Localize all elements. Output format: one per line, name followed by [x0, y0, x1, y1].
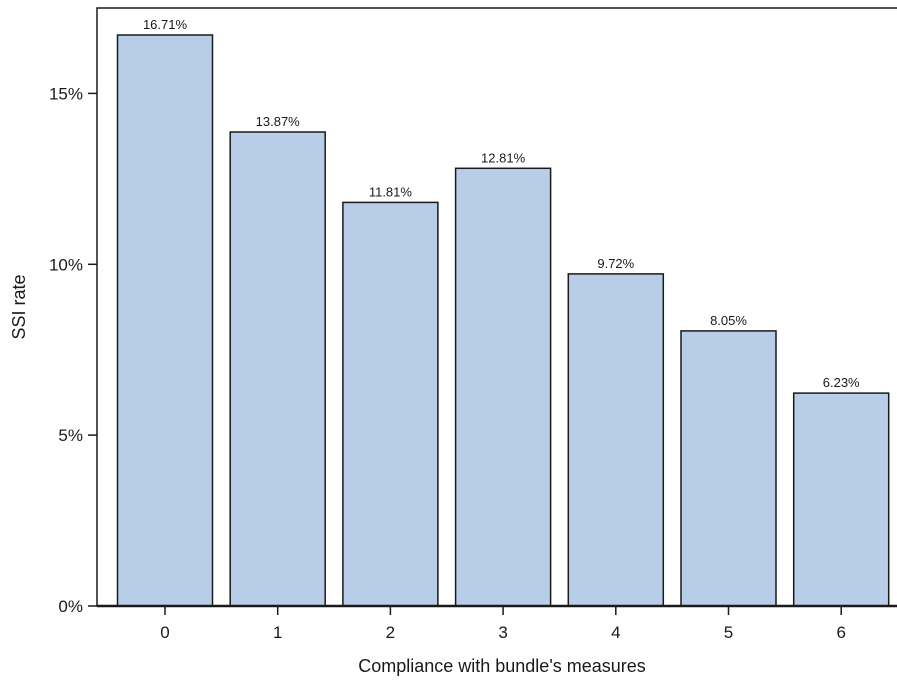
bar-2	[342, 201, 439, 607]
x-tick-label-0: 0	[160, 623, 169, 642]
data-label-2: 11.81%	[369, 184, 413, 199]
bar-5	[680, 330, 777, 607]
data-label-0: 16.71%	[143, 17, 188, 32]
x-axis-title: Compliance with bundle's measures	[358, 656, 646, 676]
data-label-5: 8.05%	[710, 313, 747, 328]
bars-group	[116, 34, 890, 607]
bar-6	[792, 392, 890, 607]
bar-0	[116, 34, 214, 607]
y-tick-label-15: 15%	[49, 84, 83, 103]
y-tick-label-10: 10%	[49, 255, 83, 274]
y-tick-label-5: 5%	[58, 426, 83, 445]
data-label-6: 6.23%	[823, 375, 860, 390]
x-tick-label-1: 1	[273, 623, 282, 642]
bar-1	[229, 131, 326, 607]
x-tick-label-6: 6	[836, 623, 845, 642]
x-tick-label-2: 2	[386, 623, 395, 642]
data-labels-group: 16.71% 13.87% 11.81% 12.81% 9.72% 8.05% 6.23%	[143, 17, 860, 390]
x-tick-label-3: 3	[498, 623, 507, 642]
data-label-3: 12.81%	[481, 150, 526, 165]
bar-4	[567, 273, 665, 607]
y-axis-title: SSI rate	[9, 274, 29, 339]
x-tick-label-4: 4	[611, 623, 620, 642]
data-label-4: 9.72%	[597, 256, 634, 271]
data-label-1: 13.87%	[256, 114, 301, 129]
y-axis-ticks: 0% 5% 10% 15%	[49, 84, 97, 616]
bar-3	[454, 167, 552, 607]
y-tick-label-0: 0%	[58, 597, 83, 616]
x-tick-label-5: 5	[724, 623, 733, 642]
x-axis-ticks: 0 1 2 3 4 5 6	[160, 606, 846, 642]
